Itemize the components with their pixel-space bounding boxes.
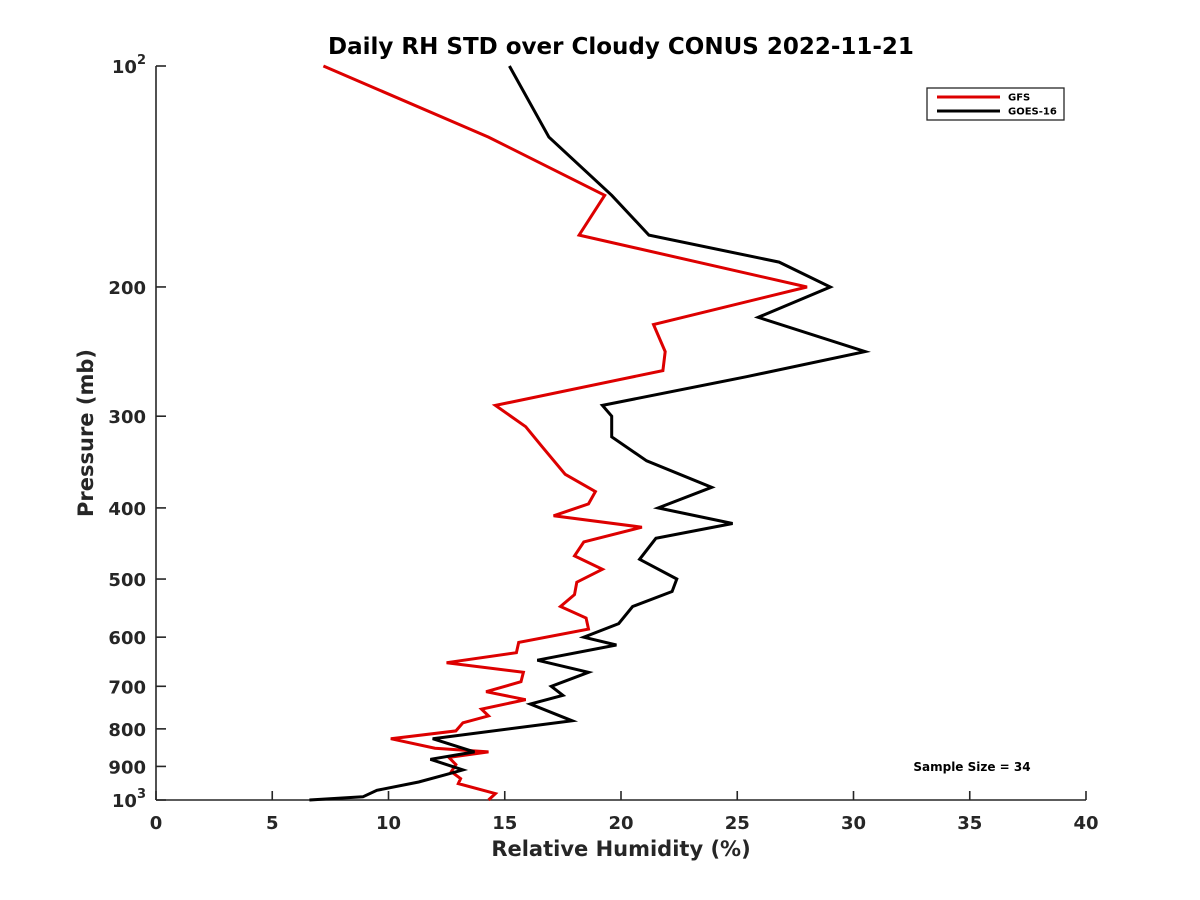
y-tick-label: 900 xyxy=(108,757,146,778)
x-tick-label: 30 xyxy=(841,813,866,834)
y-tick-label-base: 800 xyxy=(108,720,146,741)
x-axis-ticks: 0 5 10 15 20 25 30 35 40 xyxy=(150,791,1099,834)
y-tick-label-exponent: 2 xyxy=(137,53,146,68)
y-tick-label: 300 xyxy=(108,407,146,428)
y-tick-label-base: 200 xyxy=(108,278,146,299)
x-tick-label: 5 xyxy=(266,813,279,834)
x-tick-label: 15 xyxy=(492,813,517,834)
y-tick-label: 600 xyxy=(108,628,146,649)
series-line-gfs xyxy=(322,64,808,802)
x-tick-label: 40 xyxy=(1073,813,1098,834)
y-tick-label-exponent: 3 xyxy=(137,787,146,802)
chart-title: Daily RH STD over Cloudy CONUS 2022-11-2… xyxy=(328,34,914,60)
x-axis-label: Relative Humidity (%) xyxy=(491,837,750,861)
y-tick-label-base: 400 xyxy=(108,499,146,520)
legend-box xyxy=(926,87,1065,121)
y-tick-label: 102 xyxy=(112,53,146,78)
x-tick-label: 20 xyxy=(608,813,633,834)
y-tick-label-base: 300 xyxy=(108,407,146,428)
y-tick-label-base: 500 xyxy=(108,570,146,591)
y-tick-label: 400 xyxy=(108,499,146,520)
legend-label: GFS xyxy=(1008,93,1030,104)
x-tick-label: 10 xyxy=(376,813,401,834)
y-tick-label: 500 xyxy=(108,570,146,591)
data-series xyxy=(309,64,871,802)
y-axis-label: Pressure (mb) xyxy=(74,349,98,517)
series-line-goes-16 xyxy=(309,65,871,802)
x-tick-label: 0 xyxy=(150,813,163,834)
x-tick-label: 25 xyxy=(725,813,750,834)
y-tick-label: 700 xyxy=(108,677,146,698)
x-tick-label: 35 xyxy=(957,813,982,834)
y-tick-label-base: 700 xyxy=(108,677,146,698)
y-tick-label-base: 600 xyxy=(108,628,146,649)
y-tick-label-base: 10 xyxy=(112,57,137,78)
sample-size-annotation: Sample Size = 34 xyxy=(913,760,1030,774)
y-tick-label: 200 xyxy=(108,278,146,299)
y-tick-label-base: 10 xyxy=(112,791,137,812)
y-tick-label-base: 900 xyxy=(108,757,146,778)
legend-label: GOES-16 xyxy=(1008,107,1057,118)
y-tick-label: 103 xyxy=(112,787,146,812)
y-tick-label: 800 xyxy=(108,720,146,741)
legend: GFS GOES-16 xyxy=(926,87,1065,121)
